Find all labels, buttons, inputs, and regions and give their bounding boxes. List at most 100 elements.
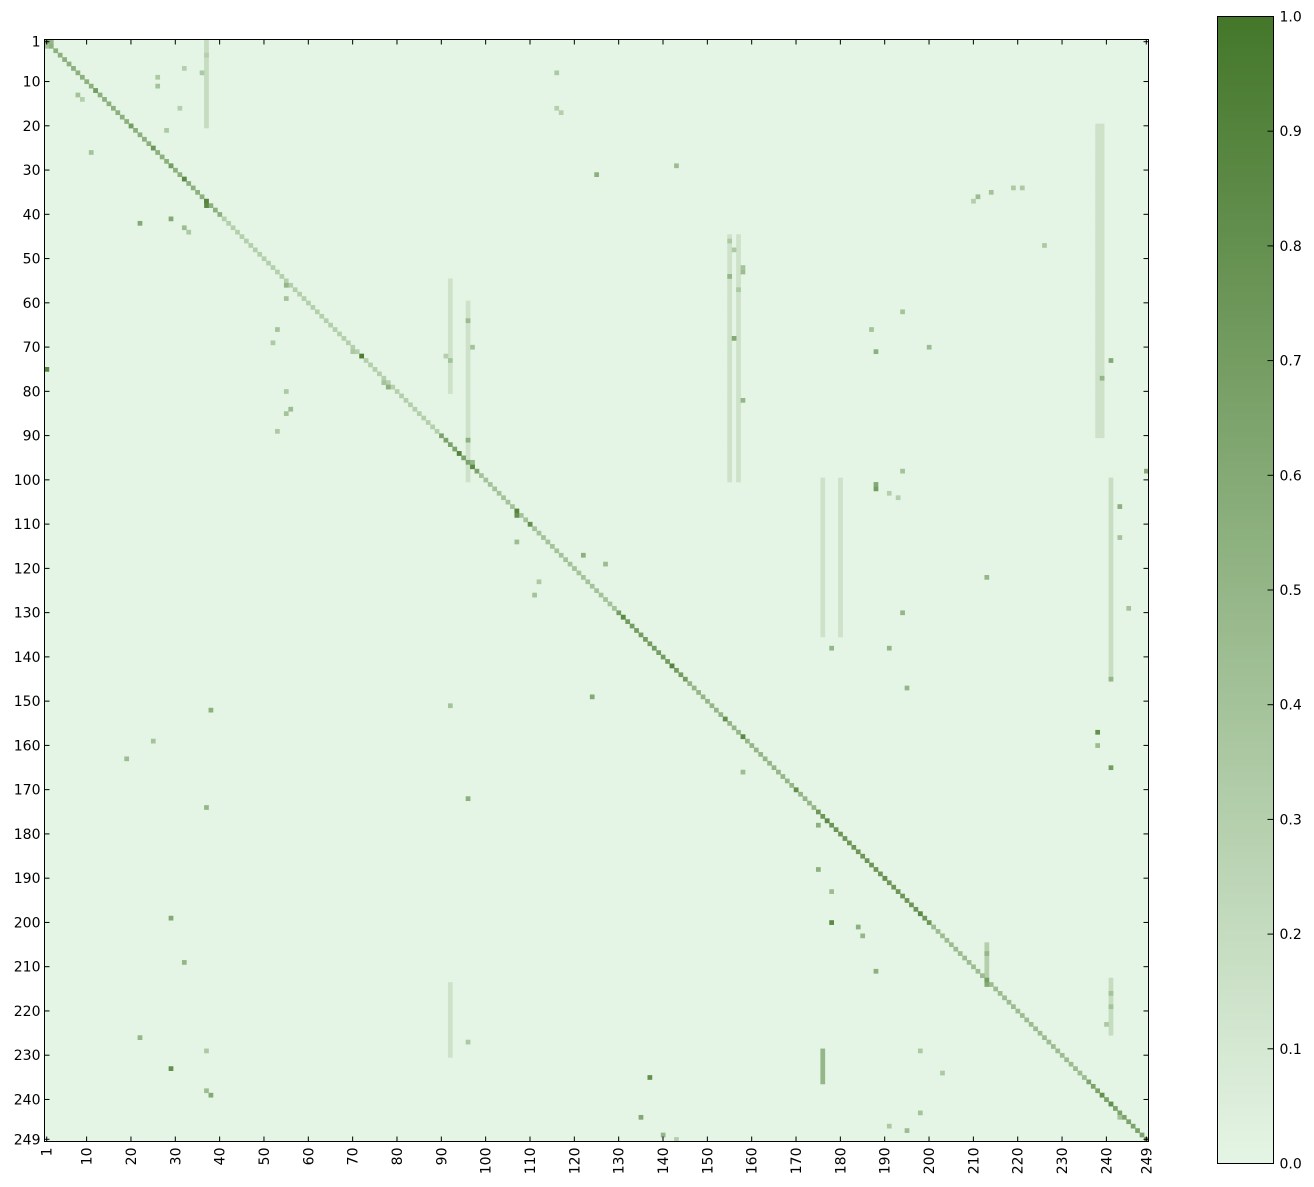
heatmap-diagonal-cell xyxy=(847,840,852,846)
heatmap-diagonal-cell xyxy=(75,70,81,76)
heatmap-column-cell xyxy=(838,623,843,629)
heatmap-column-cell xyxy=(1095,172,1101,177)
heatmap-column-cell xyxy=(447,300,453,306)
heatmap-column-cell xyxy=(838,539,843,545)
heatmap-column-cell xyxy=(1099,331,1105,337)
heatmap-diagonal-cell xyxy=(971,964,976,970)
heatmap-column-cell xyxy=(1099,291,1105,297)
heatmap-diagonal-cell xyxy=(328,322,333,328)
heatmap-column-cell xyxy=(465,397,471,403)
heatmap-column-cell xyxy=(727,406,733,412)
heatmap-column-cell xyxy=(736,291,741,297)
x-tick-label: 70 xyxy=(346,1148,362,1166)
heatmap-column-cell xyxy=(465,477,471,483)
heatmap-column-cell xyxy=(820,628,826,633)
heatmap-column-cell xyxy=(447,318,453,324)
heatmap-cell xyxy=(124,756,130,762)
heatmap-column-cell xyxy=(1095,291,1101,297)
heatmap-column-cell xyxy=(736,256,741,262)
heatmap-diagonal-cell xyxy=(248,243,254,248)
heatmap-column-cell xyxy=(1099,318,1105,324)
heatmap-column-cell xyxy=(1095,428,1101,434)
heatmap-column-cell xyxy=(1108,477,1114,483)
heatmap-column-cell xyxy=(1099,229,1105,235)
y-tick-label: 80 xyxy=(23,384,41,400)
heatmap-cell xyxy=(527,521,533,527)
heatmap-diagonal-cell xyxy=(292,287,298,293)
heatmap-diagonal-cell xyxy=(554,548,560,554)
heatmap-cell xyxy=(886,490,892,496)
heatmap-column-cell xyxy=(736,375,741,381)
heatmap-diagonal-cell xyxy=(780,774,786,779)
heatmap-column-cell xyxy=(1095,265,1101,270)
heatmap-column-cell xyxy=(727,251,733,257)
heatmap-column-cell xyxy=(820,1066,826,1071)
heatmap-column-cell xyxy=(1108,513,1114,518)
heatmap-diagonal-cell xyxy=(1130,1123,1136,1129)
heatmap-column-cell xyxy=(736,415,741,421)
heatmap-column-cell xyxy=(736,437,741,443)
heatmap-cell xyxy=(638,1114,644,1120)
heatmap-column-cell xyxy=(1095,269,1101,275)
heatmap-cell xyxy=(1117,504,1123,509)
heatmap-cell xyxy=(1126,605,1132,611)
heatmap-column-cell xyxy=(1099,189,1105,195)
heatmap-cell xyxy=(975,194,981,200)
heatmap-column-cell xyxy=(447,353,453,359)
heatmap-column-cell xyxy=(820,482,826,487)
heatmap-column-cell xyxy=(1108,1017,1114,1023)
heatmap-column-cell xyxy=(204,48,209,54)
heatmap-column-cell xyxy=(1108,628,1114,633)
heatmap-column-cell xyxy=(736,477,741,483)
heatmap-cell xyxy=(470,464,475,470)
heatmap-column-cell xyxy=(465,371,471,377)
heatmap-cell xyxy=(589,694,595,700)
heatmap-column-cell xyxy=(1099,389,1105,394)
heatmap-diagonal-cell xyxy=(603,597,608,602)
heatmap-column-cell xyxy=(447,278,453,284)
heatmap-diagonal-cell xyxy=(452,446,458,452)
heatmap-cell xyxy=(470,344,475,350)
heatmap-diagonal-cell xyxy=(567,561,573,567)
heatmap-column-cell xyxy=(727,397,733,403)
heatmap-column-cell xyxy=(1108,521,1114,527)
heatmap-column-cell xyxy=(1108,995,1114,1001)
heatmap-column-cell xyxy=(820,513,826,518)
heatmap-column-cell xyxy=(736,336,741,341)
heatmap-column-cell xyxy=(1095,216,1101,222)
heatmap-column-cell xyxy=(1099,424,1105,430)
heatmap-column-cell xyxy=(736,274,741,279)
heatmap-column-cell xyxy=(727,362,733,368)
heatmap-column-cell xyxy=(736,296,741,301)
heatmap-diagonal-cell xyxy=(341,336,347,341)
x-tick-label: 1 xyxy=(40,1148,56,1157)
heatmap-column-cell xyxy=(1099,380,1105,386)
heatmap-diagonal-cell xyxy=(612,605,617,611)
heatmap-column-cell xyxy=(820,504,826,509)
heatmap-cell xyxy=(181,176,187,182)
heatmap-column-cell xyxy=(820,548,826,554)
heatmap-diagonal-cell xyxy=(1086,1079,1092,1085)
heatmap-column-cell xyxy=(727,309,733,315)
heatmap-column-cell xyxy=(727,442,733,447)
heatmap-column-cell xyxy=(736,397,741,403)
heatmap-cell xyxy=(1095,729,1101,735)
heatmap-column-cell xyxy=(984,973,990,979)
heatmap-column-cell xyxy=(1108,667,1114,673)
heatmap-column-cell xyxy=(838,583,843,589)
heatmap-diagonal-cell xyxy=(563,557,568,563)
heatmap-diagonal-cell xyxy=(164,158,169,164)
heatmap-column-cell xyxy=(1099,309,1105,315)
heatmap-column-cell xyxy=(736,402,741,408)
heatmap-column-cell xyxy=(736,442,741,447)
heatmap-column-cell xyxy=(447,291,453,297)
heatmap-diagonal-cell xyxy=(439,433,444,439)
heatmap-diagonal-cell xyxy=(1081,1075,1087,1080)
heatmap-column-cell xyxy=(736,313,741,319)
heatmap-column-cell xyxy=(1108,557,1114,563)
heatmap-column-cell xyxy=(447,344,453,350)
x-tick-label: 180 xyxy=(833,1148,849,1175)
heatmap-column-cell xyxy=(727,260,733,266)
x-tick-label: 100 xyxy=(479,1148,495,1175)
colorbar-tick-label: 0.5 xyxy=(1280,583,1302,599)
